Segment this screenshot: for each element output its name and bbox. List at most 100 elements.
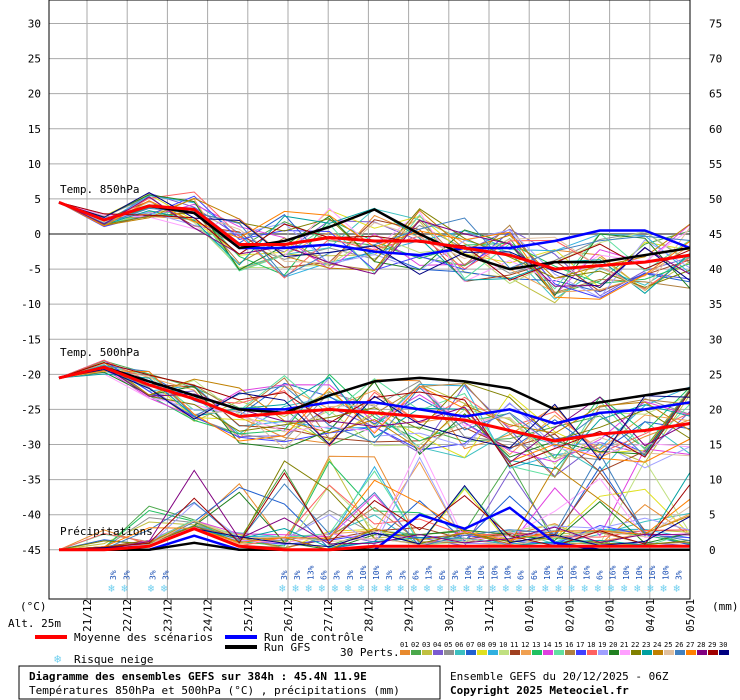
snowflake-icon: ❄ bbox=[621, 582, 628, 595]
right-tick-label: 0 bbox=[709, 544, 716, 557]
pert-number: 08 bbox=[477, 641, 485, 649]
snow-risk-percent: 10% bbox=[635, 565, 644, 580]
pert-color-swatch bbox=[719, 650, 729, 655]
pert-number: 15 bbox=[554, 641, 562, 649]
snowflake-icon: ❄ bbox=[555, 582, 562, 595]
left-unit: (°C) bbox=[20, 600, 47, 613]
snow-risk-percent: 3% bbox=[280, 570, 289, 580]
pert-color-swatch bbox=[488, 650, 498, 655]
pert-number: 02 bbox=[411, 641, 419, 649]
snow-risk-row: 3%❄3%❄3%❄3%❄3%❄3%❄13%❄6%❄3%❄3%❄10%❄10%❄3… bbox=[108, 565, 683, 595]
snowflake-icon: ❄ bbox=[529, 582, 536, 595]
right-tick-label: 15 bbox=[709, 439, 722, 452]
pert-t850-line bbox=[58, 192, 691, 289]
snowflake-icon: ❄ bbox=[345, 582, 352, 595]
pert-number: 20 bbox=[609, 641, 617, 649]
snowflake-icon: ❄ bbox=[673, 582, 680, 595]
pert-number: 27 bbox=[686, 641, 694, 649]
right-tick-label: 5 bbox=[709, 509, 716, 522]
snowflake-icon: ❄ bbox=[384, 582, 391, 595]
snow-risk-percent: 10% bbox=[622, 565, 631, 580]
pert-number: 11 bbox=[510, 641, 518, 649]
pert-color-swatch bbox=[565, 650, 575, 655]
snow-risk-percent: 3% bbox=[162, 570, 171, 580]
pert-color-swatch bbox=[620, 650, 630, 655]
snowflake-icon: ❄ bbox=[542, 582, 549, 595]
date-tick-label: 02/01 bbox=[563, 599, 576, 632]
snow-risk-percent: 10% bbox=[464, 565, 473, 580]
pert-number: 25 bbox=[664, 641, 672, 649]
precip-label: Précipitations bbox=[60, 525, 153, 538]
date-tick-label: 22/12 bbox=[121, 599, 134, 632]
snowflake-icon: ❄ bbox=[161, 582, 168, 595]
pert-t500-line bbox=[58, 365, 691, 464]
snow-risk-percent: 16% bbox=[556, 565, 565, 580]
altitude-label: Alt. 25m bbox=[8, 617, 61, 630]
snow-risk-percent: 3% bbox=[398, 570, 407, 580]
legend-snow-label: Risque neige bbox=[74, 653, 153, 666]
left-tick-label: 15 bbox=[28, 123, 41, 136]
snow-risk-percent: 16% bbox=[582, 565, 591, 580]
date-tick-label: 30/12 bbox=[443, 599, 456, 632]
pert-color-swatch bbox=[444, 650, 454, 655]
snowflake-icon: ❄ bbox=[503, 582, 510, 595]
snowflake-icon: ❄ bbox=[608, 582, 615, 595]
snow-risk-percent: 6% bbox=[517, 570, 526, 580]
left-tick-label: -35 bbox=[21, 474, 41, 487]
pert-color-swatch bbox=[642, 650, 652, 655]
snowflake-icon: ❄ bbox=[292, 582, 299, 595]
pert-precip-line bbox=[58, 452, 691, 551]
pert-t850-line bbox=[58, 201, 691, 283]
right-tick-label: 60 bbox=[709, 123, 722, 136]
date-tick-label: 04/01 bbox=[644, 599, 657, 632]
left-tick-label: -10 bbox=[21, 298, 41, 311]
pert-t500-line bbox=[58, 359, 691, 454]
snow-risk-percent: 13% bbox=[425, 565, 434, 580]
pert-color-swatch bbox=[422, 650, 432, 655]
snowflake-icon: ❄ bbox=[305, 582, 312, 595]
snowflake-icon: ❄ bbox=[279, 582, 286, 595]
right-tick-label: 45 bbox=[709, 228, 722, 241]
left-tick-label: -25 bbox=[21, 403, 41, 416]
snowflake-icon: ❄ bbox=[411, 582, 418, 595]
pert-number: 14 bbox=[543, 641, 551, 649]
snow-risk-percent: 3% bbox=[293, 570, 302, 580]
pert-color-swatch bbox=[466, 650, 476, 655]
pert-color-swatch bbox=[400, 650, 410, 655]
date-tick-label: 28/12 bbox=[362, 599, 375, 632]
right-tick-label: 20 bbox=[709, 403, 722, 416]
snow-risk-percent: 10% bbox=[504, 565, 513, 580]
snowflake-icon: ❄ bbox=[108, 582, 115, 595]
snow-risk-percent: 3% bbox=[346, 570, 355, 580]
right-tick-label: 25 bbox=[709, 368, 722, 381]
pert-color-swatch bbox=[697, 650, 707, 655]
copyright: Copyright 2025 Meteociel.fr bbox=[450, 684, 629, 697]
snow-risk-percent: 3% bbox=[385, 570, 394, 580]
date-tick-label: 24/12 bbox=[202, 599, 215, 632]
pert-number: 16 bbox=[565, 641, 573, 649]
t850-label: Temp. 850hPa bbox=[60, 183, 139, 196]
left-tick-label: 5 bbox=[34, 193, 41, 206]
snowflake-icon: ❄ bbox=[568, 582, 575, 595]
legend-gfs-label: Run GFS bbox=[264, 641, 310, 654]
snow-risk-percent: 16% bbox=[609, 565, 618, 580]
left-tick-label: 10 bbox=[28, 158, 41, 171]
snowflake-icon: ❄ bbox=[318, 582, 325, 595]
pert-color-swatch bbox=[675, 650, 685, 655]
pert-precip-line bbox=[58, 466, 691, 551]
snow-risk-percent: 10% bbox=[372, 565, 381, 580]
legend-perts-label: 30 Perts. bbox=[340, 646, 400, 659]
title-box bbox=[18, 665, 441, 700]
pert-t850-line bbox=[58, 201, 691, 288]
snow-risk-percent: 6% bbox=[530, 570, 539, 580]
gfs-precip-line bbox=[59, 541, 690, 552]
plot-frame bbox=[48, 0, 691, 600]
gfs-t500-line bbox=[58, 366, 691, 415]
snow-risk-percent: 3% bbox=[451, 570, 460, 580]
pert-t500-line bbox=[58, 367, 691, 463]
right-tick-label: 75 bbox=[709, 18, 722, 31]
x-axis: 21/12 22/12 23/12 24/12 25/12 26/12 27/12 28/12… bbox=[81, 599, 697, 632]
left-tick-label: 0 bbox=[34, 228, 41, 241]
pert-number: 17 bbox=[576, 641, 584, 649]
